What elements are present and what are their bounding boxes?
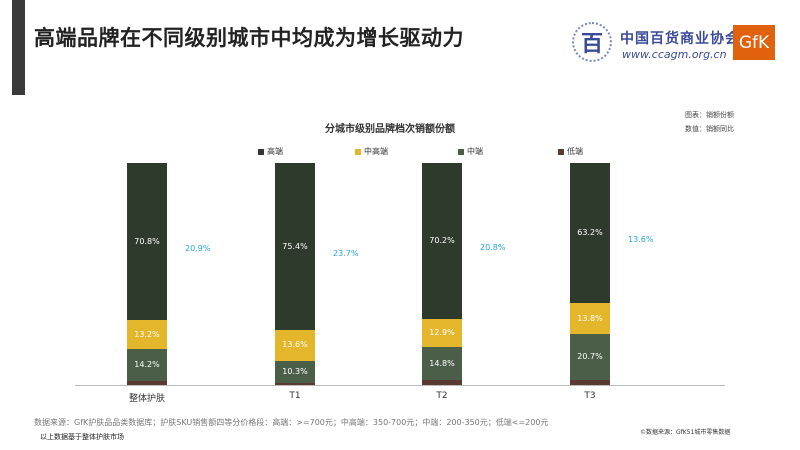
legend-swatch xyxy=(558,148,564,155)
legend-swatch xyxy=(458,148,464,155)
footer-source-right: ©数据来源：GfK51城市零售数据 xyxy=(640,429,731,436)
bar-segment xyxy=(275,163,315,331)
footer-scope: 以上数据基于整体护肤市场 xyxy=(40,433,124,441)
bar-segment xyxy=(570,333,610,380)
bar-segment xyxy=(275,360,315,384)
growth-label: 20.9% xyxy=(185,243,211,253)
bar-segment xyxy=(570,379,610,385)
segment-label: 12.9% xyxy=(429,328,455,338)
segment-label: 20.7% xyxy=(577,351,603,361)
segment-label: 70.2% xyxy=(429,235,455,245)
gfk-logo: GfK xyxy=(733,25,775,60)
bar-segment xyxy=(422,347,462,381)
bar-segment xyxy=(422,318,462,348)
segment-label: 14.8% xyxy=(429,358,455,368)
legend-label: 低端 xyxy=(567,147,583,156)
growth-label: 20.8% xyxy=(480,242,506,252)
legend-label: 高端 xyxy=(267,147,283,156)
legend-item: 高端 xyxy=(258,146,283,157)
footer-source: 数据来源：GfK护肤品品类数据库；护肤SKU销售额四等分价格段：高端：>=700… xyxy=(34,418,549,427)
growth-label: 13.6% xyxy=(628,235,654,245)
accent-bar xyxy=(12,0,25,95)
segment-label: 13.8% xyxy=(577,313,603,323)
legend-item: 中端 xyxy=(458,146,483,157)
bar-segment xyxy=(570,163,610,304)
legend-swatch xyxy=(355,148,361,155)
bar-segment xyxy=(127,163,167,321)
segment-label: 14.2% xyxy=(134,360,160,370)
bar-segment xyxy=(570,303,610,334)
legend-item: 低端 xyxy=(558,146,583,157)
segment-label: 13.6% xyxy=(282,340,308,350)
bar-segment xyxy=(275,383,315,385)
segment-label: 63.2% xyxy=(577,228,603,238)
category-label: T2 xyxy=(436,391,448,401)
legend-item: 中高端 xyxy=(355,146,388,157)
ccagm-name: 中国百货商业协会 xyxy=(620,31,740,47)
category-label: T3 xyxy=(584,391,596,401)
bar-segment xyxy=(127,320,167,350)
chart-note: 图表：销额份额 xyxy=(685,111,734,119)
legend-label: 中高端 xyxy=(364,147,388,156)
category-label: 整体护肤 xyxy=(128,394,165,404)
x-axis xyxy=(75,385,725,386)
segment-label: 13.2% xyxy=(134,329,160,339)
ccagm-url: www.ccagm.org.cn xyxy=(622,48,727,61)
bar-segment xyxy=(275,330,315,361)
ccagm-logo: 百 xyxy=(572,22,612,62)
legend-swatch xyxy=(258,148,264,155)
legend-label: 中端 xyxy=(467,147,483,156)
data-note: 数值：销额同比 xyxy=(685,125,734,133)
category-label: T1 xyxy=(289,391,301,401)
chart-title: 分城市级别品牌档次销额份额 xyxy=(325,124,455,135)
segment-label: 75.4% xyxy=(282,241,308,251)
bar-segment xyxy=(127,349,167,381)
segment-label: 10.3% xyxy=(282,367,308,376)
growth-label: 23.7% xyxy=(333,248,359,258)
bar-segment xyxy=(422,380,462,385)
page-title: 高端品牌在不同级别城市中均成为增长驱动力 xyxy=(34,26,464,50)
segment-label: 70.8% xyxy=(134,236,160,246)
bar-segment xyxy=(422,163,462,319)
bar-segment xyxy=(127,381,167,385)
